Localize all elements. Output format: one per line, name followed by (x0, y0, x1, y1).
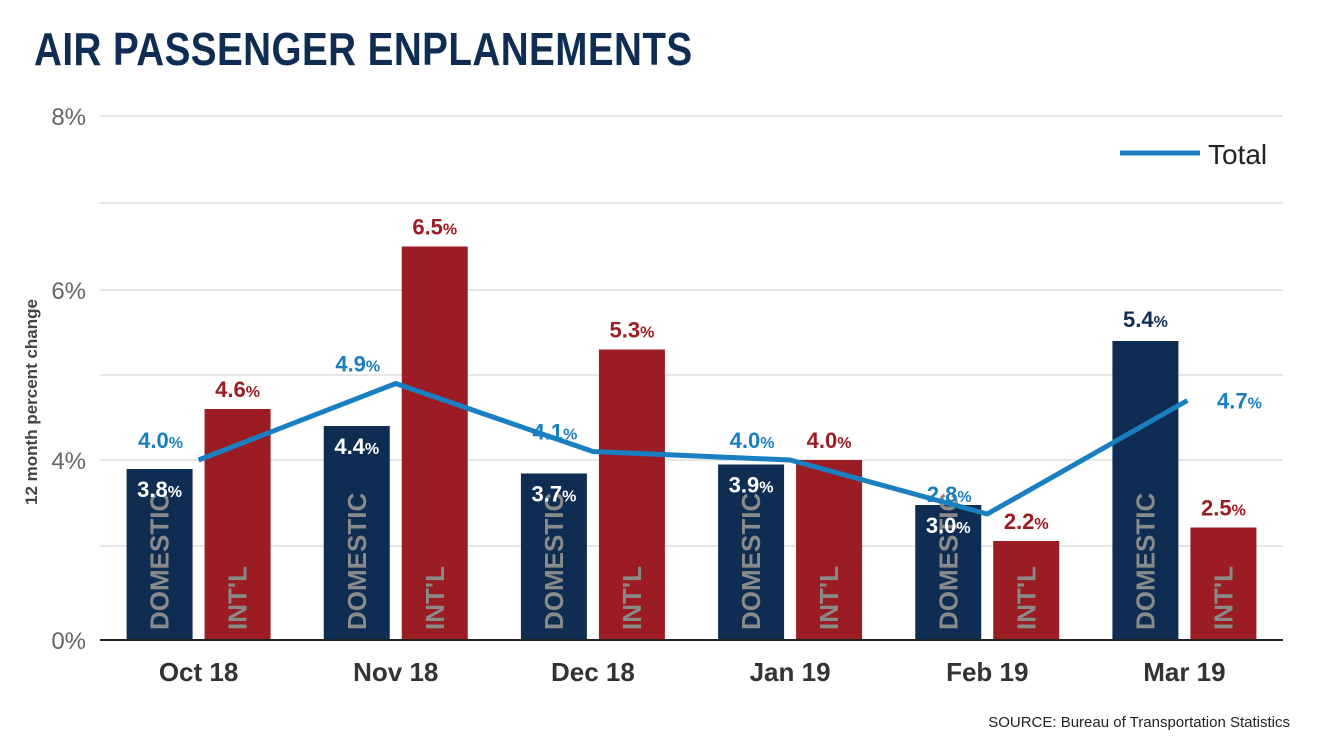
bar-domestic (126, 469, 193, 640)
bar-series-label-domestic: DOMESTIC (539, 493, 569, 630)
bar-series-label-intl: INT'L (223, 566, 253, 630)
y-axis-ticks: 0% 4% 6% 8% (51, 104, 86, 655)
legend-label-total: Total (1208, 139, 1267, 170)
bar-intl (796, 460, 863, 640)
data-label-total: 4.1% (533, 420, 578, 445)
data-label-domestic: 4.4% (334, 434, 379, 459)
bar-domestic (915, 505, 982, 640)
data-label-intl: 6.5% (412, 215, 457, 240)
data-label-total: 4.9% (335, 352, 380, 377)
bar-series-label-intl: INT'L (1011, 566, 1041, 630)
bar-series-label-domestic: DOMESTIC (145, 493, 175, 630)
data-label-domestic: 3.7% (532, 482, 577, 507)
total-series-line (197, 381, 1189, 517)
data-label-intl: 4.6% (215, 377, 260, 402)
bar-intl (598, 349, 665, 640)
chart-title: AIR PASSENGER ENPLANEMENTS (34, 23, 693, 75)
bar-domestic (1112, 341, 1179, 640)
y-tick-label: 8% (51, 104, 86, 131)
data-label-total: 4.7% (1217, 389, 1262, 414)
data-label-intl: 4.0% (807, 428, 852, 453)
data-label-total: 4.0% (730, 428, 775, 453)
data-label-domestic: 3.0% (926, 513, 971, 538)
x-category-label: Dec 18 (551, 657, 635, 687)
source-note: SOURCE: Bureau of Transportation Statist… (988, 714, 1290, 731)
y-tick-label: 6% (51, 278, 86, 305)
data-label-total: 2.8% (927, 482, 972, 507)
y-axis-label: 12 month percent change (22, 299, 41, 505)
x-category-label: Oct 18 (159, 657, 239, 687)
bar-domestic (520, 473, 587, 640)
data-labels: 3.8% 4.6% 4.4% 6.5% 3.7% 5.3% 3.9% 4.0% 3.0% 2.2%… (137, 215, 1262, 539)
grid-lines (100, 115, 1283, 547)
y-tick-label: 0% (51, 628, 86, 655)
bar-series-label-domestic: DOMESTIC (342, 493, 372, 630)
bar-series-label-intl: INT'L (1208, 566, 1238, 630)
bar-series-label-intl: INT'L (617, 566, 647, 630)
y-tick-label: 4% (51, 448, 86, 475)
bar-intl (401, 246, 468, 640)
x-axis-categories: Oct 18 Nov 18 Dec 18 Jan 19 Feb 19 Mar 19 (159, 657, 1226, 687)
data-label-intl: 2.5% (1201, 496, 1246, 521)
bar-domestic (323, 426, 390, 640)
bar-series-label-domestic: DOMESTIC (1130, 493, 1160, 630)
data-label-intl: 2.2% (1004, 509, 1049, 534)
bar-intl (993, 541, 1060, 640)
data-label-domestic: 5.4% (1123, 307, 1168, 332)
bar-intl (1190, 527, 1257, 640)
legend: Total (1120, 139, 1267, 170)
x-category-label: Nov 18 (353, 657, 438, 687)
bar-series-label-domestic: DOMESTIC (933, 493, 963, 630)
x-category-label: Feb 19 (946, 657, 1028, 687)
x-category-label: Jan 19 (750, 657, 831, 687)
data-label-intl: 5.3% (610, 318, 655, 343)
bars: DOMESTIC INT'L DOMESTIC INT'L DOMESTIC INT'L D… (126, 246, 1257, 640)
bar-series-label-intl: INT'L (814, 566, 844, 630)
data-label-domestic: 3.9% (729, 473, 774, 498)
bar-domestic (718, 464, 785, 640)
bar-series-label-domestic: DOMESTIC (736, 493, 766, 630)
x-category-label: Mar 19 (1143, 657, 1225, 687)
data-label-total: 4.0% (138, 428, 183, 453)
bar-series-label-intl: INT'L (420, 566, 450, 630)
data-label-domestic: 3.8% (137, 477, 182, 502)
